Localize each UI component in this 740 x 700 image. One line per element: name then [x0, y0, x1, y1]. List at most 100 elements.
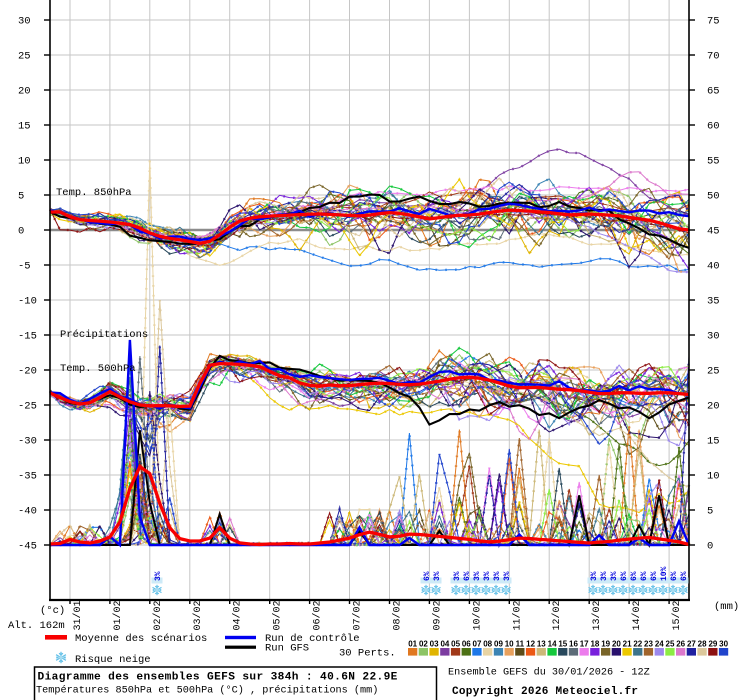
svg-text:-5: -5	[18, 261, 31, 273]
svg-text:6%: 6%	[640, 571, 649, 581]
svg-text:23: 23	[644, 640, 653, 649]
svg-text:65: 65	[707, 86, 720, 98]
svg-text:21: 21	[623, 640, 632, 649]
svg-text:24: 24	[655, 640, 664, 649]
svg-text:15: 15	[558, 640, 567, 649]
svg-text:Ensemble GEFS du 30/01/2026 -: Ensemble GEFS du 30/01/2026 - 12Z	[448, 667, 650, 679]
svg-text:0: 0	[707, 541, 713, 553]
svg-text:-30: -30	[18, 436, 37, 448]
svg-text:-35: -35	[18, 471, 37, 483]
svg-text:-15: -15	[18, 331, 37, 343]
svg-text:35: 35	[707, 296, 720, 308]
svg-text:15: 15	[18, 121, 31, 133]
svg-text:3%: 3%	[610, 571, 619, 581]
svg-text:Diagramme des ensembles GEFS s: Diagramme des ensembles GEFS sur 384h : …	[38, 672, 398, 684]
svg-text:(°c): (°c)	[40, 605, 65, 617]
svg-text:12/02: 12/02	[551, 600, 563, 630]
svg-text:09: 09	[494, 640, 503, 649]
svg-text:Run de contrôle: Run de contrôle	[265, 633, 360, 645]
svg-text:27: 27	[687, 640, 696, 649]
svg-text:30: 30	[719, 640, 728, 649]
svg-text:45: 45	[707, 226, 720, 238]
svg-text:08: 08	[483, 640, 492, 649]
svg-text:25: 25	[18, 51, 31, 63]
svg-text:03: 03	[430, 640, 439, 649]
svg-text:10: 10	[707, 471, 720, 483]
svg-text:30: 30	[707, 331, 720, 343]
svg-text:02/02: 02/02	[152, 600, 164, 630]
svg-text:6%: 6%	[463, 571, 472, 581]
svg-text:3%: 3%	[590, 571, 599, 581]
svg-text:25: 25	[666, 640, 675, 649]
svg-text:-10: -10	[18, 296, 37, 308]
svg-text:05: 05	[451, 640, 460, 649]
svg-text:26: 26	[676, 640, 685, 649]
svg-text:5: 5	[707, 506, 713, 518]
svg-text:17: 17	[580, 640, 589, 649]
svg-text:29: 29	[708, 640, 717, 649]
svg-text:6%: 6%	[670, 571, 679, 581]
svg-text:05/02: 05/02	[272, 600, 284, 630]
svg-text:3%: 3%	[483, 571, 492, 581]
svg-text:18: 18	[590, 640, 599, 649]
svg-text:6%: 6%	[630, 571, 639, 581]
svg-text:5: 5	[18, 191, 24, 203]
svg-text:04: 04	[440, 640, 449, 649]
svg-text:Alt. 162m: Alt. 162m	[8, 620, 65, 632]
svg-text:-25: -25	[18, 401, 37, 413]
svg-text:75: 75	[707, 16, 720, 28]
svg-text:22: 22	[633, 640, 642, 649]
svg-text:15/02: 15/02	[671, 600, 683, 630]
svg-text:12: 12	[526, 640, 535, 649]
svg-text:50: 50	[707, 191, 720, 203]
svg-text:01/02: 01/02	[112, 600, 124, 630]
svg-text:6%: 6%	[650, 571, 659, 581]
svg-text:20: 20	[707, 401, 720, 413]
svg-text:13: 13	[537, 640, 546, 649]
svg-text:03/02: 03/02	[192, 600, 204, 630]
svg-text:08/02: 08/02	[392, 600, 404, 630]
svg-text:Températures 850hPa et 500hPa: Températures 850hPa et 500hPa (°C) , pré…	[36, 685, 378, 697]
svg-text:06/02: 06/02	[312, 600, 324, 630]
svg-text:Run GFS: Run GFS	[265, 643, 309, 655]
svg-text:(mm): (mm)	[714, 601, 739, 613]
svg-text:-40: -40	[18, 506, 37, 518]
svg-text:6%: 6%	[620, 571, 629, 581]
svg-text:15: 15	[707, 436, 720, 448]
svg-text:0: 0	[18, 226, 24, 238]
svg-text:3%: 3%	[453, 571, 462, 581]
svg-text:06: 06	[462, 640, 471, 649]
svg-text:Moyenne des scénarios: Moyenne des scénarios	[75, 633, 207, 645]
svg-text:10: 10	[505, 640, 514, 649]
svg-text:Temp. 500hPa: Temp. 500hPa	[60, 363, 136, 375]
svg-text:3%: 3%	[503, 571, 512, 581]
svg-text:6%: 6%	[680, 571, 689, 581]
svg-text:Risque neige: Risque neige	[75, 654, 151, 666]
svg-text:60: 60	[707, 121, 720, 133]
svg-text:09/02: 09/02	[431, 600, 443, 630]
svg-text:01: 01	[408, 640, 417, 649]
svg-text:Temp. 850hPa: Temp. 850hPa	[56, 187, 132, 199]
svg-text:40: 40	[707, 261, 720, 273]
svg-text:10%: 10%	[660, 566, 669, 581]
svg-text:20: 20	[18, 86, 31, 98]
svg-text:30: 30	[18, 16, 31, 28]
svg-text:3%: 3%	[493, 571, 502, 581]
svg-text:-45: -45	[18, 541, 37, 553]
svg-text:02: 02	[419, 640, 428, 649]
svg-text:70: 70	[707, 51, 720, 63]
svg-text:3%: 3%	[154, 571, 163, 581]
svg-text:25: 25	[707, 366, 720, 378]
svg-text:07: 07	[473, 640, 482, 649]
svg-text:3%: 3%	[473, 571, 482, 581]
svg-text:04/02: 04/02	[232, 600, 244, 630]
svg-text:55: 55	[707, 156, 720, 168]
svg-text:13/02: 13/02	[591, 600, 603, 630]
svg-text:-20: -20	[18, 366, 37, 378]
svg-text:Copyright 2026 Meteociel.fr: Copyright 2026 Meteociel.fr	[452, 686, 638, 698]
svg-text:28: 28	[698, 640, 707, 649]
svg-text:19: 19	[601, 640, 610, 649]
svg-text:10/02: 10/02	[471, 600, 483, 630]
svg-text:14/02: 14/02	[631, 600, 643, 630]
svg-text:Précipitations: Précipitations	[60, 329, 148, 341]
